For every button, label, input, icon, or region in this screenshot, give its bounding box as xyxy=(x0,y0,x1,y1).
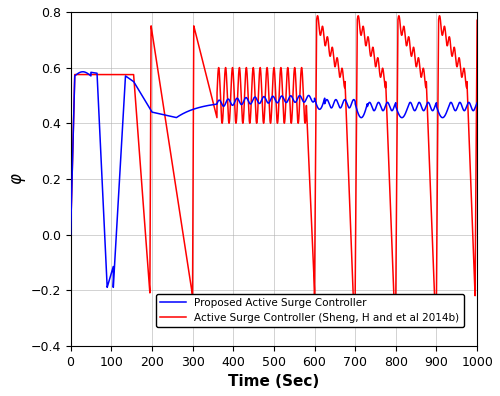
Proposed Active Surge Controller xyxy=(454,105,460,110)
Active Surge Controller (Sheng, H and et al 2014b) xyxy=(474,18,480,23)
Active Surge Controller (Sheng, H and et al 2014b) xyxy=(326,51,332,56)
Line: Proposed Active Surge Controller: Proposed Active Surge Controller xyxy=(70,72,477,287)
Proposed Active Surge Controller xyxy=(282,99,288,103)
X-axis label: Time (Sec): Time (Sec) xyxy=(228,374,320,389)
Active Surge Controller (Sheng, H and et al 2014b) xyxy=(350,293,356,298)
Active Surge Controller (Sheng, H and et al 2014b) xyxy=(282,119,288,124)
Proposed Active Surge Controller xyxy=(104,285,110,290)
Proposed Active Surge Controller xyxy=(77,70,83,75)
Proposed Active Surge Controller xyxy=(326,103,332,107)
Legend: Proposed Active Surge Controller, Active Surge Controller (Sheng, H and et al 20: Proposed Active Surge Controller, Active… xyxy=(156,294,464,327)
Proposed Active Surge Controller xyxy=(474,100,480,105)
Line: Active Surge Controller (Sheng, H and et al 2014b): Active Surge Controller (Sheng, H and et… xyxy=(70,16,477,296)
Y-axis label: φ: φ xyxy=(7,173,25,185)
Proposed Active Surge Controller xyxy=(436,111,442,116)
Proposed Active Surge Controller xyxy=(80,69,86,74)
Active Surge Controller (Sheng, H and et al 2014b) xyxy=(68,232,73,237)
Proposed Active Surge Controller xyxy=(68,232,73,237)
Active Surge Controller (Sheng, H and et al 2014b) xyxy=(77,72,83,77)
Proposed Active Surge Controller xyxy=(118,162,124,167)
Active Surge Controller (Sheng, H and et al 2014b) xyxy=(355,13,361,18)
Active Surge Controller (Sheng, H and et al 2014b) xyxy=(454,63,460,68)
Active Surge Controller (Sheng, H and et al 2014b) xyxy=(436,15,442,20)
Active Surge Controller (Sheng, H and et al 2014b) xyxy=(118,72,124,77)
